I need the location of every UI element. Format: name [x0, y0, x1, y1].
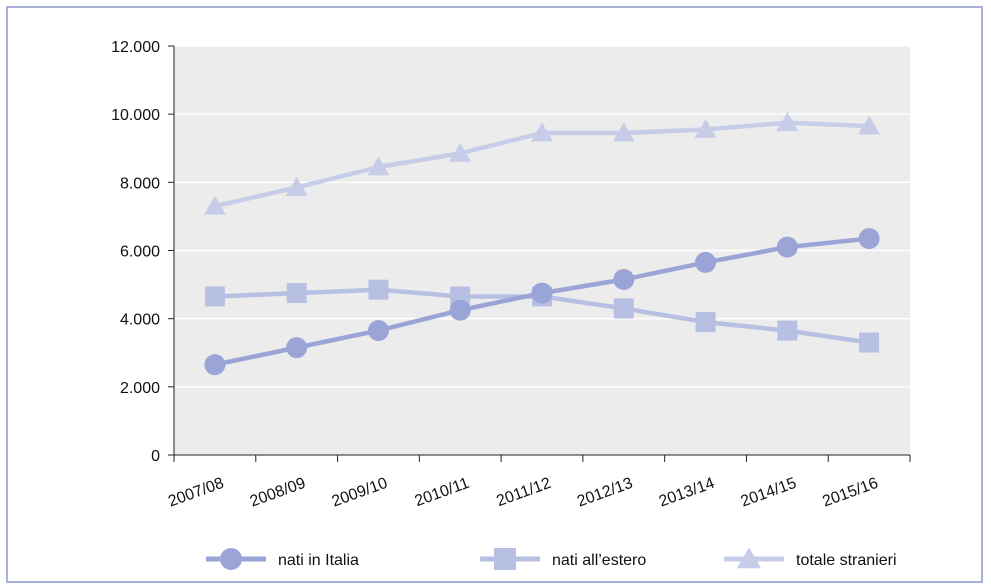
data-point-circle	[449, 299, 471, 321]
y-tick-label: 12.000	[111, 39, 160, 56]
x-tick-label: 2011/12	[494, 475, 553, 510]
data-point-triangle	[367, 156, 390, 176]
x-tick-label: 2010/11	[413, 475, 472, 510]
data-point-circle	[531, 282, 553, 304]
data-point-triangle	[858, 115, 881, 135]
data-point-triangle	[612, 122, 635, 142]
data-point-square	[368, 279, 389, 300]
data-point-square	[613, 298, 634, 319]
data-point-square	[777, 320, 798, 341]
data-point-square	[286, 283, 307, 304]
y-tick-label: 6.000	[120, 244, 160, 261]
data-point-circle	[204, 354, 226, 376]
data-point-square	[695, 312, 716, 333]
data-point-square	[859, 332, 880, 353]
data-point-circle	[858, 228, 880, 250]
series-0	[204, 228, 880, 376]
y-tick-label: 0	[151, 448, 160, 465]
data-point-triangle	[449, 142, 472, 162]
legend-item: totale stranieri	[724, 547, 897, 569]
line-chart: 0 2.000 4.000 6.000 8.000 10.000 12.000 2007/08…	[111, 39, 911, 570]
legend-label: nati all’estero	[552, 552, 646, 569]
legend-item: nati in Italia	[206, 548, 359, 570]
series-2	[203, 112, 881, 215]
data-point-triangle	[776, 112, 799, 132]
x-tick-label: 2008/09	[248, 475, 308, 511]
x-tick-label: 2014/15	[739, 475, 799, 511]
x-tick-label: 2013/14	[657, 475, 717, 511]
x-tick-label: 2007/08	[166, 475, 226, 511]
legend-label: totale stranieri	[796, 552, 897, 569]
data-point-circle	[613, 268, 635, 290]
data-point-triangle	[203, 195, 226, 215]
data-point-triangle	[531, 122, 553, 142]
y-tick-label: 2.000	[120, 380, 160, 397]
y-tick-label: 8.000	[120, 175, 160, 192]
legend-marker	[494, 548, 516, 570]
legend-marker	[736, 547, 762, 569]
chart-frame: 0 2.000 4.000 6.000 8.000 10.000 12.000 2007/08…	[6, 6, 983, 583]
legend-marker	[220, 548, 242, 570]
data-point-circle	[367, 320, 389, 342]
data-point-circle	[286, 337, 308, 359]
data-point-square	[204, 286, 225, 307]
data-point-circle	[776, 236, 798, 258]
legend-item: nati all’estero	[480, 548, 646, 570]
x-tick-label: 2009/10	[330, 475, 390, 511]
data-point-circle	[695, 251, 717, 273]
data-point-triangle	[694, 119, 717, 138]
x-tick-label: 2012/13	[575, 475, 635, 511]
y-tick-label: 10.000	[111, 107, 160, 124]
x-tick-label: 2015/16	[820, 475, 880, 511]
legend-label: nati in Italia	[278, 552, 359, 569]
y-tick-label: 4.000	[120, 312, 160, 329]
data-point-triangle	[285, 176, 308, 196]
